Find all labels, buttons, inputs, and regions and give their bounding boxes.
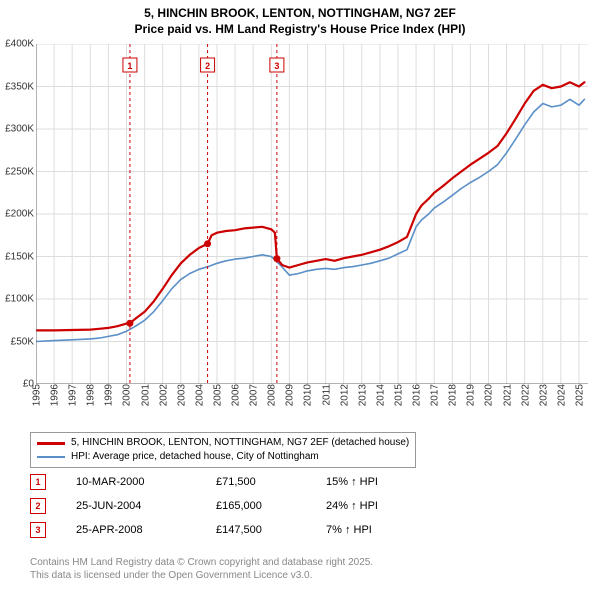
x-tick-label: 1999 [102,384,115,406]
x-tick-label: 2005 [210,384,223,406]
x-tick-label: 2006 [229,384,242,406]
x-tick-label: 2009 [283,384,296,406]
marker-row: 3 25-APR-2008£147,5007% ↑ HPI [30,518,436,542]
legend-label: 5, HINCHIN BROOK, LENTON, NOTTINGHAM, NG… [71,436,409,450]
marker-badge: 2 [30,498,46,514]
marker-row: 2 25-JUN-2004£165,00024% ↑ HPI [30,494,436,518]
marker-price: £147,500 [216,524,326,536]
x-tick-label: 2024 [554,384,567,406]
attribution-line-2: This data is licensed under the Open Gov… [30,570,312,581]
marker-row: 1 10-MAR-2000£71,50015% ↑ HPI [30,470,436,494]
marker-badge: 1 [30,474,46,490]
x-tick-label: 2016 [410,384,423,406]
legend-row: 5, HINCHIN BROOK, LENTON, NOTTINGHAM, NG… [37,436,409,450]
x-tick-label: 1996 [48,384,61,406]
x-tick-label: 2011 [319,384,332,406]
x-tick-label: 1995 [30,384,43,406]
x-tick-label: 2013 [355,384,368,406]
marker-pct: 15% ↑ HPI [326,476,436,488]
marker-pct: 24% ↑ HPI [326,500,436,512]
x-tick-label: 2000 [120,384,133,406]
y-tick-label: £250K [5,166,36,177]
x-tick-label: 2002 [156,384,169,406]
x-tick-label: 1997 [66,384,79,406]
chart-area: 123 £0£50K£100K£150K£200K£250K£300K£350K… [36,44,588,384]
x-tick-label: 2021 [500,384,513,406]
x-tick-label: 2007 [247,384,260,406]
marker-date: 25-JUN-2004 [76,500,216,512]
chart-container: 5, HINCHIN BROOK, LENTON, NOTTINGHAM, NG… [0,0,600,590]
x-tick-label: 2015 [391,384,404,406]
title-line-2: Price paid vs. HM Land Registry's House … [135,22,466,36]
x-tick-label: 2010 [301,384,314,406]
legend-label: HPI: Average price, detached house, City… [71,450,319,464]
marker-date: 10-MAR-2000 [76,476,216,488]
x-tick-label: 2004 [192,384,205,406]
svg-text:1: 1 [127,61,132,71]
x-tick-label: 2019 [464,384,477,406]
y-tick-label: £100K [5,294,36,305]
y-tick-label: £300K [5,124,36,135]
legend-swatch [37,456,65,458]
x-tick-label: 2018 [446,384,459,406]
x-tick-label: 2022 [518,384,531,406]
x-tick-label: 2012 [337,384,350,406]
x-tick-label: 2025 [572,384,585,406]
svg-text:2: 2 [205,61,210,71]
x-tick-label: 2008 [265,384,278,406]
y-tick-label: £200K [5,209,36,220]
marker-table: 1 10-MAR-2000£71,50015% ↑ HPI 2 25-JUN-2004… [30,470,436,542]
marker-date: 25-APR-2008 [76,524,216,536]
attribution: Contains HM Land Registry data © Crown c… [30,556,373,582]
y-tick-label: £50K [11,336,36,347]
legend-row: HPI: Average price, detached house, City… [37,450,409,464]
marker-price: £165,000 [216,500,326,512]
chart-title: 5, HINCHIN BROOK, LENTON, NOTTINGHAM, NG… [0,0,600,37]
legend: 5, HINCHIN BROOK, LENTON, NOTTINGHAM, NG… [30,432,416,468]
marker-badge: 3 [30,522,46,538]
attribution-line-1: Contains HM Land Registry data © Crown c… [30,557,373,568]
svg-text:3: 3 [274,61,279,71]
x-tick-label: 1998 [84,384,97,406]
y-tick-label: £150K [5,251,36,262]
y-tick-label: £350K [5,81,36,92]
x-tick-label: 2014 [373,384,386,406]
x-tick-label: 2003 [174,384,187,406]
x-tick-label: 2020 [482,384,495,406]
chart-svg: 1 2 3 [36,44,588,384]
marker-pct: 7% ↑ HPI [326,524,436,536]
legend-swatch [37,442,65,445]
title-line-1: 5, HINCHIN BROOK, LENTON, NOTTINGHAM, NG… [144,6,456,20]
x-tick-label: 2017 [428,384,441,406]
marker-price: £71,500 [216,476,326,488]
y-tick-label: £400K [5,39,36,50]
x-tick-label: 2023 [536,384,549,406]
x-tick-label: 2001 [138,384,151,406]
